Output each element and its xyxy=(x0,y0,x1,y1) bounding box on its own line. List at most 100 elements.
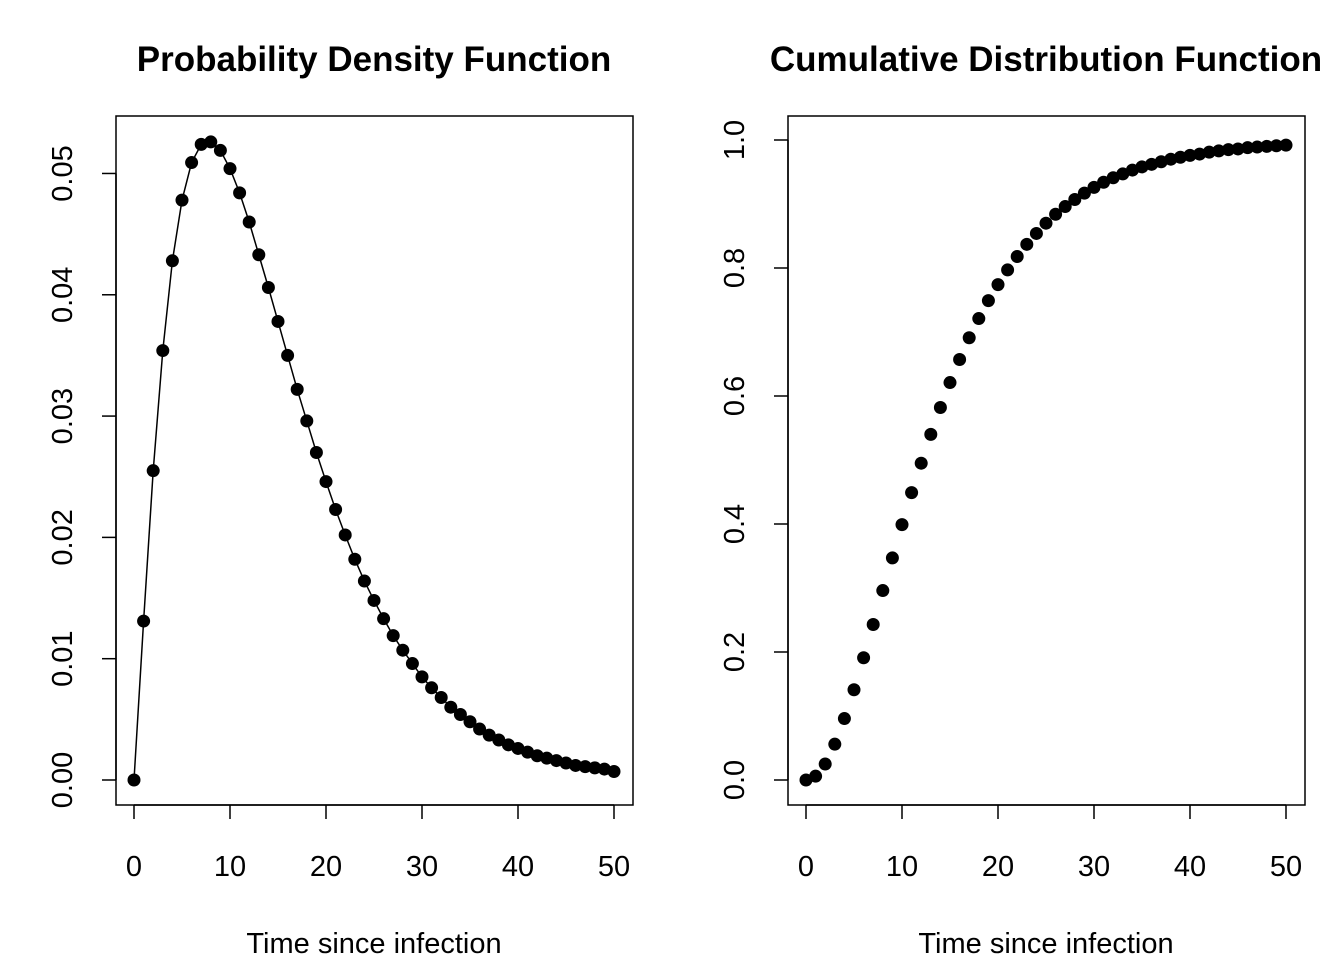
cdf-x-tick-label: 30 xyxy=(1078,851,1110,883)
cdf-x-tick-label: 40 xyxy=(1174,851,1206,883)
cdf-data-point xyxy=(895,518,909,532)
cdf-y-tick-label: 0.6 xyxy=(719,376,751,416)
cdf-x-tick-label: 10 xyxy=(886,851,918,883)
cdf-data-point xyxy=(1049,207,1063,221)
pdf-data-point xyxy=(261,280,275,294)
cdf-panel: Cumulative Distribution Function Time si… xyxy=(719,40,1322,960)
pdf-y-tick-label: 0.00 xyxy=(47,752,79,808)
pdf-data-point xyxy=(252,248,266,262)
cdf-data-point xyxy=(1077,186,1091,200)
pdf-data-point xyxy=(204,135,218,149)
pdf-data-point xyxy=(127,773,141,787)
cdf-series xyxy=(799,138,1293,787)
cdf-data-point xyxy=(847,683,861,697)
cdf-data-point xyxy=(1010,249,1024,263)
pdf-x-axis: 0 10 20 30 40 50 xyxy=(126,804,630,883)
cdf-y-tick-label: 0.4 xyxy=(719,504,751,544)
pdf-data-point xyxy=(367,593,381,607)
pdf-data-point xyxy=(213,143,227,157)
cdf-data-point xyxy=(905,486,919,500)
pdf-x-tick-label: 40 xyxy=(502,851,534,883)
pdf-y-tick-label: 0.04 xyxy=(47,267,79,323)
cdf-y-tick-label: 0.8 xyxy=(719,248,751,288)
pdf-x-tick-label: 50 xyxy=(598,851,630,883)
pdf-x-tick-label: 10 xyxy=(214,851,246,883)
cdf-data-point xyxy=(991,278,1005,292)
cdf-y-axis: 0.0 0.2 0.4 0.6 0.8 1.0 xyxy=(719,120,789,800)
cdf-data-point xyxy=(1001,263,1015,277)
cdf-x-tick-label: 50 xyxy=(1270,851,1302,883)
cdf-data-point xyxy=(828,737,842,751)
cdf-data-point xyxy=(866,617,880,631)
cdf-data-point xyxy=(962,331,976,345)
pdf-data-point xyxy=(319,475,333,489)
cdf-data-point xyxy=(1250,140,1264,154)
pdf-data-point xyxy=(338,528,352,542)
cdf-data-point xyxy=(953,353,967,367)
pdf-y-axis: 0.00 0.01 0.02 0.03 0.04 0.05 xyxy=(47,145,117,808)
cdf-data-point xyxy=(1039,216,1053,230)
pdf-data-point xyxy=(444,700,458,714)
cdf-data-point xyxy=(914,456,928,470)
cdf-data-point xyxy=(885,551,899,565)
cdf-x-tick-label: 0 xyxy=(798,851,814,883)
pdf-data-point xyxy=(137,614,151,628)
pdf-data-point xyxy=(309,445,323,459)
pdf-y-tick-label: 0.05 xyxy=(47,145,79,201)
pdf-series xyxy=(127,135,621,787)
pdf-data-point xyxy=(588,761,602,775)
pdf-title: Probability Density Function xyxy=(137,40,611,79)
pdf-data-point xyxy=(482,728,496,742)
pdf-data-point xyxy=(165,254,179,268)
cdf-data-point xyxy=(1231,142,1245,156)
cdf-data-point xyxy=(972,312,986,326)
cdf-data-point xyxy=(1221,143,1235,157)
pdf-data-point xyxy=(396,643,410,657)
pdf-x-tick-label: 20 xyxy=(310,851,342,883)
pdf-x-axis-label: Time since infection xyxy=(246,928,501,960)
pdf-data-point xyxy=(463,715,477,729)
pdf-data-point xyxy=(453,707,467,721)
cdf-data-point xyxy=(818,757,832,771)
pdf-x-tick-label: 0 xyxy=(126,851,142,883)
pdf-data-point xyxy=(492,733,506,747)
pdf-y-tick-label: 0.02 xyxy=(47,509,79,565)
cdf-y-tick-label: 0.2 xyxy=(719,632,751,672)
pdf-data-point xyxy=(329,502,343,516)
pdf-x-tick-label: 30 xyxy=(406,851,438,883)
cdf-data-point xyxy=(1269,139,1283,153)
pdf-data-point xyxy=(377,612,391,626)
cdf-data-point xyxy=(857,651,871,665)
pdf-series-line xyxy=(133,141,615,781)
pdf-data-point xyxy=(175,193,189,207)
pdf-data-point xyxy=(156,344,170,358)
cdf-y-tick-label: 0.0 xyxy=(719,760,751,800)
cdf-data-point xyxy=(876,584,890,598)
pdf-data-point xyxy=(185,156,199,170)
pdf-data-point xyxy=(242,215,256,229)
cdf-y-tick-label: 1.0 xyxy=(719,120,751,160)
cdf-data-point xyxy=(933,401,947,415)
cdf-data-point xyxy=(1020,237,1034,251)
pdf-data-point xyxy=(569,758,583,772)
pdf-data-point xyxy=(146,464,160,478)
pdf-data-point xyxy=(386,629,400,643)
pdf-data-point xyxy=(578,760,592,774)
pdf-y-tick-label: 0.03 xyxy=(47,388,79,444)
cdf-data-point xyxy=(1068,193,1082,207)
pdf-data-point xyxy=(607,765,621,779)
cdf-x-axis: 0 10 20 30 40 50 xyxy=(798,804,1302,883)
pdf-data-point xyxy=(425,681,439,695)
cdf-data-point xyxy=(1029,226,1043,240)
pdf-y-tick-label: 0.01 xyxy=(47,630,79,686)
cdf-data-point xyxy=(1058,200,1072,214)
pdf-data-point xyxy=(271,314,285,328)
cdf-data-point xyxy=(924,427,938,441)
pdf-data-point xyxy=(348,552,362,566)
cdf-x-tick-label: 20 xyxy=(982,851,1014,883)
cdf-data-point xyxy=(1202,145,1216,159)
cdf-data-point xyxy=(1241,141,1255,155)
cdf-title: Cumulative Distribution Function xyxy=(770,40,1322,79)
pdf-data-point xyxy=(290,382,304,396)
pdf-data-point xyxy=(405,657,419,671)
